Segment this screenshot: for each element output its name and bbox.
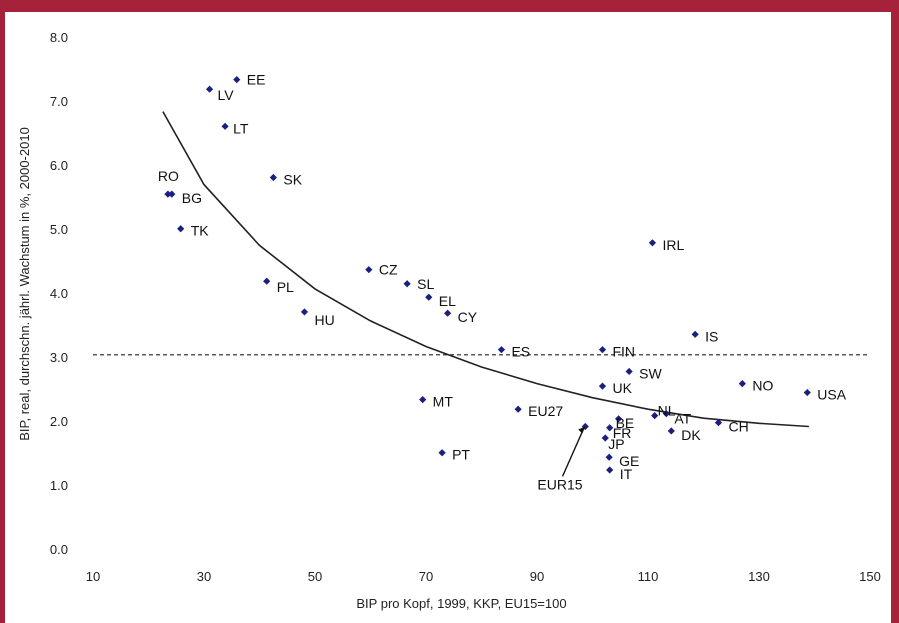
- trendline-group: [162, 111, 809, 428]
- x-tick-label: 90: [530, 569, 544, 584]
- point-label-is: IS: [705, 328, 718, 344]
- eur15-arrow-line: [561, 429, 584, 477]
- data-point-bg: [168, 190, 176, 198]
- data-point-dk: [667, 427, 675, 435]
- point-label-ge: GE: [619, 453, 639, 469]
- point-label-irl: IRL: [662, 237, 684, 253]
- data-point-lt: [221, 122, 229, 130]
- data-point-es: [497, 346, 506, 354]
- data-points: [164, 76, 811, 474]
- point-label-ee: EE: [247, 72, 266, 88]
- point-label-usa: USA: [817, 387, 846, 403]
- y-tick-label: 4.0: [50, 286, 68, 301]
- data-point-ch: [714, 419, 723, 427]
- point-label-lt: LT: [233, 120, 249, 136]
- x-tick-label: 150: [859, 569, 881, 584]
- point-label-hu: HU: [314, 312, 334, 328]
- point-label-at: AT: [674, 411, 691, 427]
- eur15-arrow-head: [578, 426, 586, 434]
- data-point-is: [691, 330, 699, 338]
- data-point-irl: [648, 239, 657, 247]
- point-label-bg: BG: [182, 190, 202, 206]
- data-point-at: [662, 410, 670, 418]
- trendline: [162, 111, 809, 428]
- point-label-pt: PT: [452, 447, 470, 463]
- data-point-jp: [601, 434, 609, 442]
- point-label-cy: CY: [458, 309, 478, 325]
- point-label-be: BE: [616, 415, 635, 431]
- data-point-fin: [598, 346, 607, 354]
- data-point-sl: [403, 280, 411, 288]
- data-point-mt: [419, 396, 427, 404]
- data-point-lv: [205, 85, 214, 93]
- data-point-eu27: [514, 405, 522, 413]
- x-tick-label: 110: [638, 569, 659, 584]
- data-point-fr: [606, 424, 614, 432]
- point-label-sk: SK: [283, 172, 302, 188]
- data-point-usa: [803, 388, 811, 397]
- y-tick-label: 5.0: [50, 222, 68, 237]
- point-label-pl: PL: [277, 279, 294, 295]
- data-point-pt: [438, 449, 446, 457]
- data-point-be: [614, 415, 623, 423]
- data-point-el: [425, 293, 433, 301]
- x-tick-label: 50: [308, 569, 322, 584]
- data-point-tk: [177, 225, 185, 233]
- x-axis-title: BIP pro Kopf, 1999, KKP, EU15=100: [356, 596, 566, 611]
- point-label-eu27: EU27: [528, 403, 563, 419]
- point-label-jp: JP: [608, 436, 624, 452]
- y-tick-label: 2.0: [50, 414, 68, 429]
- x-tick-label: 70: [419, 569, 433, 584]
- y-tick-label: 0.0: [50, 542, 68, 557]
- point-label-no: NO: [752, 378, 773, 394]
- point-label-es: ES: [511, 344, 530, 360]
- data-point-no: [738, 380, 746, 388]
- point-label-fin: FIN: [612, 344, 635, 360]
- x-tick-label: 30: [197, 569, 211, 584]
- point-label-tk: TK: [191, 223, 210, 239]
- x-axis: 10 30 50 70 90 110 130 150: [86, 569, 881, 584]
- point-label-mt: MT: [433, 394, 454, 410]
- y-axis: 0.0 1.0 2.0 3.0 4.0 5.0 6.0 7.0 8.0: [50, 30, 68, 557]
- y-tick-label: 1.0: [50, 478, 68, 493]
- point-label-sw: SW: [639, 365, 662, 381]
- data-point-it: [606, 466, 614, 474]
- point-label-fr: FR: [613, 425, 632, 441]
- point-label-eur15: EUR15: [537, 477, 582, 493]
- scatter-chart: 0.0 1.0 2.0 3.0 4.0 5.0 6.0 7.0 8.0 10 30 50 70 90 11…: [17, 30, 881, 611]
- data-point-pl: [263, 277, 271, 285]
- point-label-lv: LV: [218, 87, 235, 103]
- chart-frame: 0.0 1.0 2.0 3.0 4.0 5.0 6.0 7.0 8.0 10 30 50 70 90 11…: [5, 12, 891, 623]
- x-tick-label: 10: [86, 569, 100, 584]
- data-point-nl: [651, 412, 659, 420]
- y-tick-label: 3.0: [50, 350, 68, 365]
- data-point-uk: [598, 382, 607, 390]
- data-point-ge: [605, 453, 613, 461]
- y-axis-title: BIP, real, durchschn. jährl. Wachstum in…: [17, 127, 32, 441]
- point-label-nl: NL: [658, 403, 676, 419]
- y-tick-label: 6.0: [50, 158, 68, 173]
- point-label-dk: DK: [681, 427, 701, 443]
- point-label-uk: UK: [612, 380, 632, 396]
- point-label-sl: SL: [417, 276, 434, 292]
- data-point-ee: [233, 76, 241, 84]
- point-label-cz: CZ: [379, 262, 398, 278]
- y-tick-label: 8.0: [50, 30, 68, 45]
- y-tick-label: 7.0: [50, 94, 68, 109]
- point-label-ro: RO: [158, 168, 179, 184]
- data-point-cz: [365, 266, 373, 274]
- data-point-cy: [444, 309, 452, 317]
- data-point-sk: [269, 173, 277, 182]
- data-point-hu: [300, 308, 309, 316]
- x-tick-label: 130: [748, 569, 770, 584]
- point-label-it: IT: [620, 466, 633, 482]
- data-point-sw: [625, 367, 633, 376]
- point-label-el: EL: [439, 293, 456, 309]
- point-label-ch: CH: [728, 419, 748, 435]
- data-point-ro: [164, 190, 172, 198]
